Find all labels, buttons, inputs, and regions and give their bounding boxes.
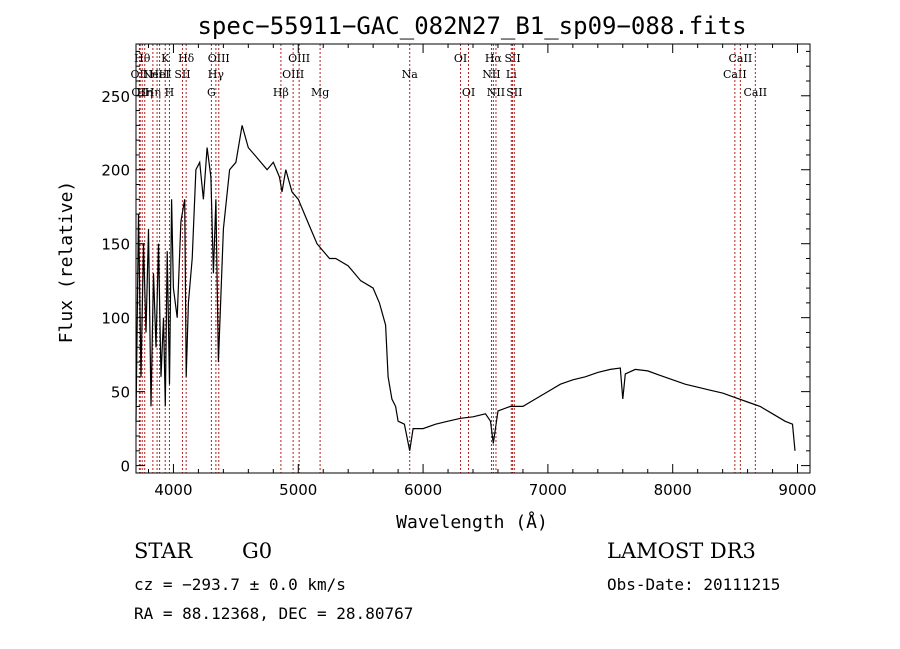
x-tick-label-6000: 6000: [404, 481, 442, 499]
y-tick-label-100: 100: [101, 310, 130, 328]
line-label-8: H: [165, 86, 175, 99]
line-label-28: CaII: [729, 52, 753, 65]
y-tick-label-150: 150: [101, 236, 130, 254]
plot-frame: [135, 43, 811, 474]
line-label-10: Hδ: [178, 52, 195, 65]
line-label-26: SII: [506, 86, 522, 99]
spectrum-chart: spec−55911−GAC_082N27_B1_sp09−088.fits O…: [56, 12, 817, 533]
y-tick-label-0: 0: [120, 458, 130, 476]
line-label-0: OII: [131, 68, 149, 81]
line-label-21: NII: [482, 68, 500, 81]
ra-dec: RA = 88.12368, DEC = 28.80767: [134, 604, 414, 623]
line-label-15: OIII: [282, 68, 304, 81]
line-label-11: G: [207, 86, 216, 99]
line-label-19: OI: [454, 52, 467, 65]
line-label-13: OIII: [208, 52, 230, 65]
chart-title: spec−55911−GAC_082N27_B1_sp09−088.fits: [197, 12, 746, 40]
line-label-23: NII: [487, 86, 505, 99]
x-tick-label-5000: 5000: [279, 481, 317, 499]
redshift-cz: cz = −293.7 ± 0.0 km/s: [134, 575, 346, 594]
y-tick-label-200: 200: [101, 162, 130, 180]
y-tick-label-50: 50: [111, 384, 130, 402]
line-label-20: OI: [462, 86, 475, 99]
object-subclass: G0: [242, 539, 273, 563]
line-label-7: K: [161, 52, 170, 65]
line-label-24: Li: [506, 68, 517, 81]
line-label-22: Hα: [485, 52, 503, 65]
object-class: STAR: [134, 539, 193, 563]
line-markers: OIIOIIHθHηHηNeIIIHeIKHSIIHδGHγOIIIHβOIII…: [131, 44, 767, 473]
line-label-18: Na: [402, 68, 419, 81]
line-label-29: CaII: [743, 86, 767, 99]
line-label-17: Mg: [311, 86, 329, 99]
line-label-2: Hθ: [134, 52, 151, 65]
x-tick-label-8000: 8000: [654, 481, 692, 499]
line-label-16: OIII: [288, 52, 310, 65]
observation-date: Obs-Date: 20111215: [607, 575, 781, 594]
y-tick-label-250: 250: [101, 88, 130, 106]
y-axis-label: Flux (relative): [56, 181, 77, 344]
line-label-4: Hη: [145, 86, 161, 99]
x-tick-label-4000: 4000: [154, 481, 192, 499]
line-label-6: HeI: [149, 68, 169, 81]
line-label-27: CaII: [723, 68, 747, 81]
survey-name: LAMOST DR3: [607, 539, 756, 563]
line-label-14: Hβ: [273, 86, 289, 99]
x-tick-label-9000: 9000: [778, 481, 816, 499]
line-label-12: Hγ: [208, 68, 225, 81]
line-label-25: SII: [504, 52, 520, 65]
series-line-flux: [135, 125, 796, 451]
x-axis-label: Wavelength (Å): [396, 511, 548, 533]
x-tick-label-7000: 7000: [529, 481, 567, 499]
line-label-9: SII: [174, 68, 190, 81]
axis-ticks: 4000 5000 6000 7000 8000 9000 0 50 100 150 200 250: [101, 44, 817, 499]
line-label-5: NeIII: [143, 68, 172, 81]
